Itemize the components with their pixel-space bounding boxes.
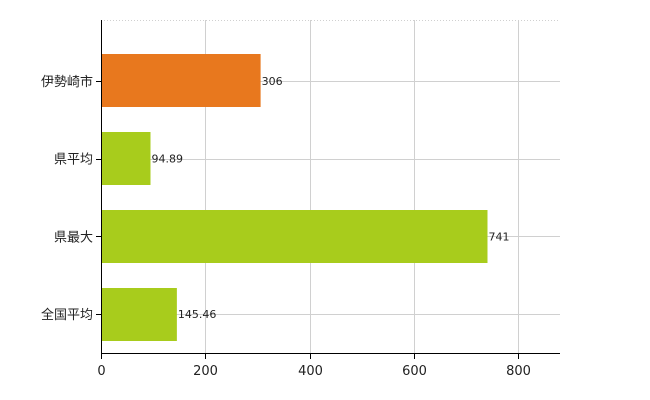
x-tick-label: 600 xyxy=(402,364,427,379)
category-label: 県最大 xyxy=(54,230,93,245)
axes xyxy=(96,20,560,359)
category-label: 県平均 xyxy=(54,153,93,168)
x-tick-label: 800 xyxy=(506,364,531,379)
bar-value-label: 741 xyxy=(488,230,509,243)
x-tick-label: 0 xyxy=(97,364,105,379)
category-label: 伊勢崎市 xyxy=(41,74,93,90)
bar-value-label: 306 xyxy=(262,75,283,88)
bar xyxy=(102,210,488,263)
bar xyxy=(102,132,151,185)
labels: 0 200 400 600 800 伊勢崎市 306 県平均 94.89 県最大 741 全国平均 14… xyxy=(41,74,531,379)
x-tick-label: 400 xyxy=(298,364,323,379)
bar-value-label: 145.46 xyxy=(178,308,217,321)
bars xyxy=(102,54,488,341)
bar xyxy=(102,288,177,341)
x-tick-label: 200 xyxy=(193,364,218,379)
category-label: 全国平均 xyxy=(41,307,93,323)
bar xyxy=(102,54,261,107)
bar-value-label: 94.89 xyxy=(151,153,183,166)
